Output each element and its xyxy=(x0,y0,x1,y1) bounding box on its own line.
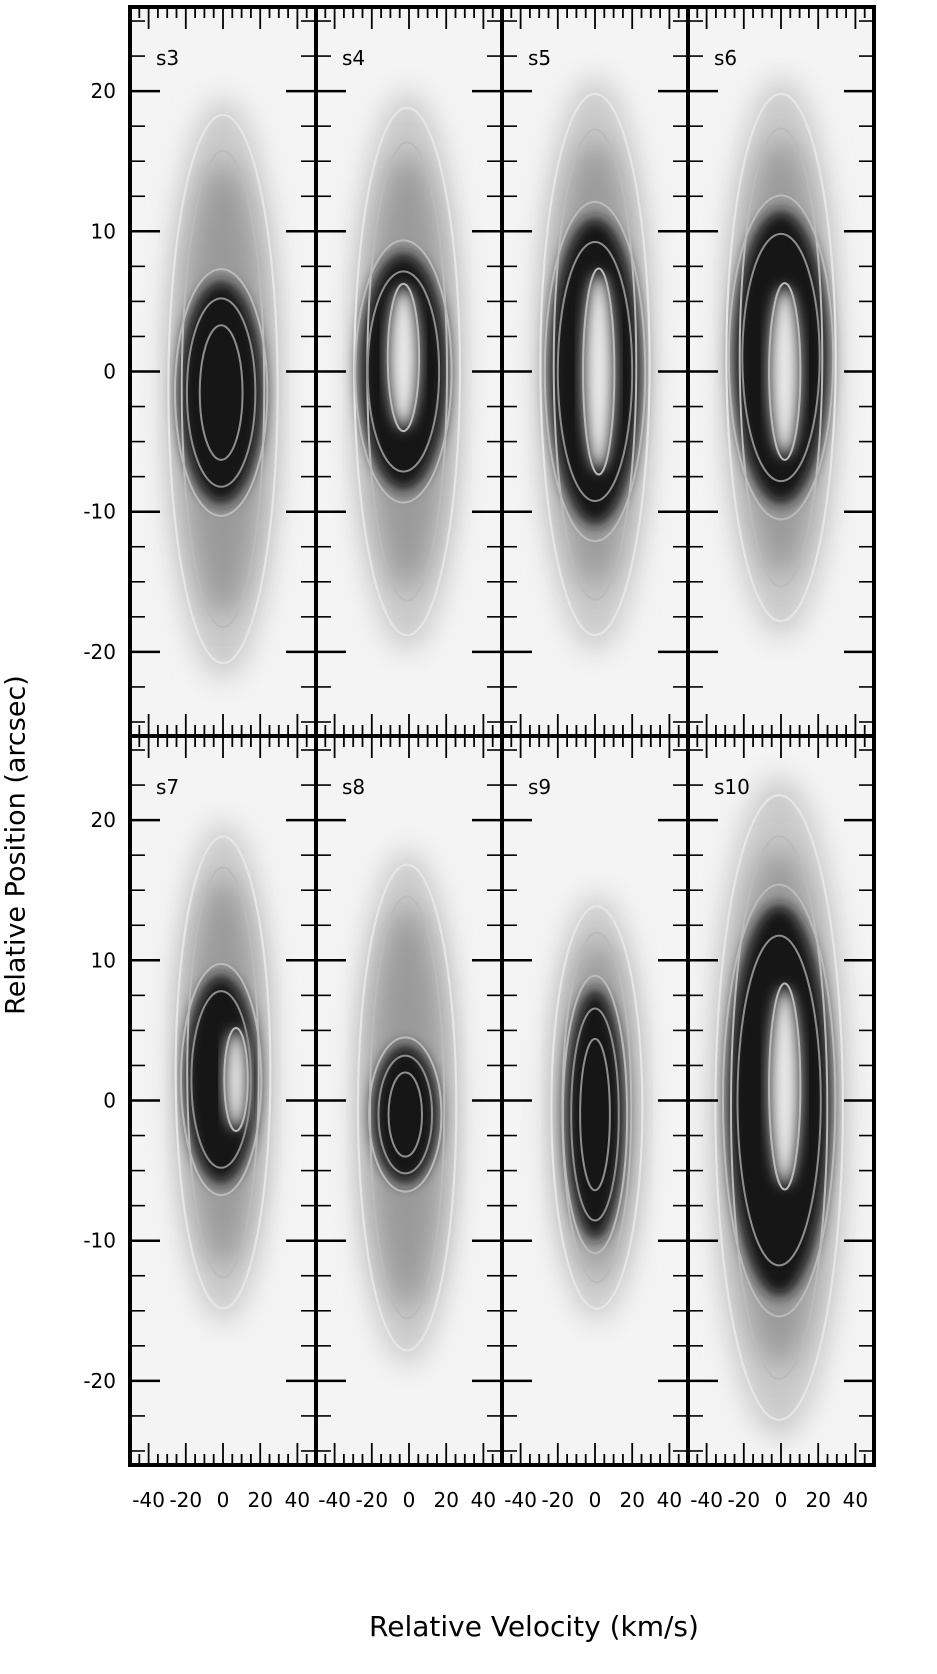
contour xyxy=(741,232,821,483)
contour-outer xyxy=(167,113,279,665)
x-tick-label: -20 xyxy=(355,1488,388,1512)
x-tick-label: -20 xyxy=(169,1488,202,1512)
contour xyxy=(729,835,829,1380)
contour xyxy=(185,297,257,488)
panel-s6: s6 xyxy=(688,7,874,736)
panel-s8: s8 xyxy=(316,736,502,1465)
contour xyxy=(179,962,263,1197)
emission-cavity xyxy=(769,988,800,1185)
contour xyxy=(190,990,252,1169)
x-tick-label: 0 xyxy=(589,1488,602,1512)
contour xyxy=(543,200,647,543)
emission-cavity xyxy=(224,1030,248,1129)
panel-s4: s4 xyxy=(316,7,502,736)
emission-cavity xyxy=(583,273,614,470)
y-axis-label: Relative Position (arcsec) xyxy=(0,675,32,1015)
panel-label-s5: s5 xyxy=(528,46,551,70)
contour xyxy=(223,1026,249,1132)
x-tick-label: 20 xyxy=(433,1488,458,1512)
x-tick-label: 40 xyxy=(471,1488,496,1512)
x-tick-label: 20 xyxy=(247,1488,272,1512)
contour-outer xyxy=(550,905,644,1310)
contour-outer xyxy=(356,863,458,1352)
x-tick-label: 40 xyxy=(285,1488,310,1512)
y-tick-label: -10 xyxy=(83,1229,116,1253)
contour-outer xyxy=(725,92,837,623)
x-tick-label: -40 xyxy=(504,1488,537,1512)
contour xyxy=(768,282,802,461)
ticks-layer xyxy=(129,7,875,1465)
x-tick-label: 40 xyxy=(843,1488,868,1512)
contour xyxy=(180,149,266,629)
contour xyxy=(173,268,269,517)
contour xyxy=(561,974,629,1255)
contour xyxy=(721,883,837,1318)
contour xyxy=(736,934,822,1267)
y-tick-label: 0 xyxy=(103,1089,116,1113)
panel-s3: s3 xyxy=(130,7,316,736)
x-tick-label: 20 xyxy=(619,1488,644,1512)
x-tick-label: 20 xyxy=(805,1488,830,1512)
x-tick-label: -20 xyxy=(541,1488,574,1512)
x-tick-label: 40 xyxy=(657,1488,682,1512)
y-tick-label: -10 xyxy=(83,500,116,524)
contour xyxy=(386,282,421,433)
contour-outer xyxy=(539,92,651,637)
x-tick-label: -40 xyxy=(132,1488,165,1512)
contour xyxy=(556,240,634,503)
x-tick-label: 0 xyxy=(217,1488,230,1512)
y-tick-label: 0 xyxy=(103,360,116,384)
emission-core xyxy=(565,988,625,1241)
contour xyxy=(570,1007,620,1222)
x-axis-label: Relative Velocity (km/s) xyxy=(369,1610,699,1643)
contour xyxy=(186,866,260,1279)
y-tick-label: 10 xyxy=(91,219,116,243)
contour xyxy=(198,324,244,461)
contour xyxy=(768,982,802,1191)
contour xyxy=(738,127,824,588)
panels-layer: s3 s4 s5 s6 s7 s8 s9 s10 xyxy=(130,7,874,1465)
y-tick-label: -20 xyxy=(83,1369,116,1393)
panel-s5: s5 xyxy=(502,7,688,736)
x-tick-label: 0 xyxy=(775,1488,788,1512)
panel-label-s3: s3 xyxy=(156,46,179,70)
contour xyxy=(387,1071,424,1158)
emission-core xyxy=(371,1044,439,1185)
panel-label-s10: s10 xyxy=(714,775,750,799)
panel-label-s8: s8 xyxy=(342,775,365,799)
emission-core xyxy=(183,974,259,1185)
y-tick-label: 20 xyxy=(91,79,116,103)
contour-outer xyxy=(174,835,272,1310)
contour xyxy=(368,1036,443,1193)
contour xyxy=(579,1037,611,1192)
panel-label-s9: s9 xyxy=(528,775,551,799)
y-tick-label: 20 xyxy=(91,808,116,832)
contour xyxy=(552,128,638,601)
panel-s7: s7 xyxy=(130,736,316,1465)
x-tick-label: -20 xyxy=(727,1488,760,1512)
contour xyxy=(582,267,616,476)
contour-outer xyxy=(714,794,845,1421)
panel-label-s4: s4 xyxy=(342,46,365,70)
panel-s9: s9 xyxy=(502,736,688,1465)
contour xyxy=(377,1054,434,1175)
y-tick-label: 10 xyxy=(91,948,116,972)
contour xyxy=(727,194,835,521)
panel-s10: s10 xyxy=(688,736,874,1465)
x-tick-label: -40 xyxy=(318,1488,351,1512)
x-tick-label: 0 xyxy=(403,1488,416,1512)
contour xyxy=(354,239,453,504)
y-tick-label: -20 xyxy=(83,640,116,664)
panel-label-s7: s7 xyxy=(156,775,179,799)
panel-label-s6: s6 xyxy=(714,46,737,70)
emission-cavity xyxy=(388,287,419,428)
emission-core xyxy=(178,280,264,505)
emission-cavity xyxy=(769,287,800,456)
contour xyxy=(366,270,441,473)
x-tick-label: -40 xyxy=(690,1488,723,1512)
